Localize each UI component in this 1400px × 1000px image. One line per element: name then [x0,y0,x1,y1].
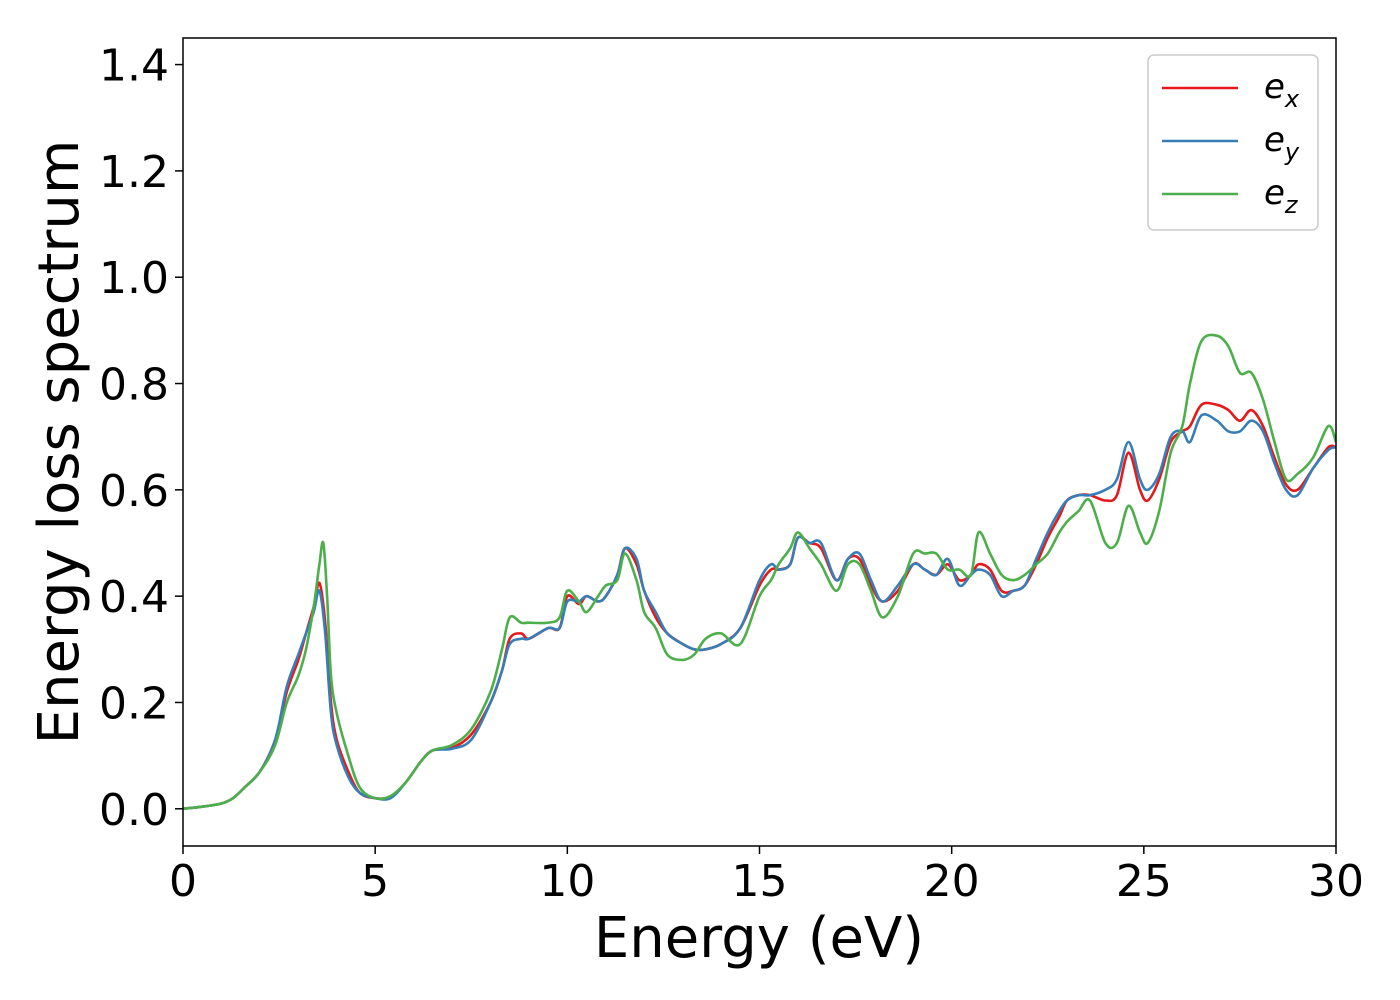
y-tick-label: 0.2 [99,678,169,729]
y-axis-label: Energy loss spectrum [27,140,92,745]
y-axis: 0.0 0.2 0.4 0.6 0.8 1.0 1.2 1.4 [99,41,183,836]
y-tick-label: 1.2 [99,147,169,198]
y-tick-label: 0.0 [99,785,169,836]
y-tick-label: 0.6 [99,466,169,517]
series-layer [183,333,1336,811]
x-tick-label: 0 [169,856,197,907]
x-tick-label: 5 [361,856,389,907]
x-tick-label: 30 [1308,856,1364,907]
x-tick-label: 20 [924,856,980,907]
y-tick-label: 1.0 [99,253,169,304]
x-axis-label: Energy (eV) [594,906,924,971]
y-tick-label: 1.4 [99,41,169,92]
series-line-ez [183,333,1336,811]
x-tick-label: 10 [539,856,595,907]
x-tick-label: 15 [732,856,788,907]
series-line-ey [183,413,1336,811]
y-tick-label: 0.8 [99,360,169,411]
y-tick-label: 0.4 [99,572,169,623]
legend-box [1147,54,1319,231]
x-axis: 0 5 10 15 20 25 30 [169,846,1364,907]
x-tick-label: 25 [1116,856,1172,907]
